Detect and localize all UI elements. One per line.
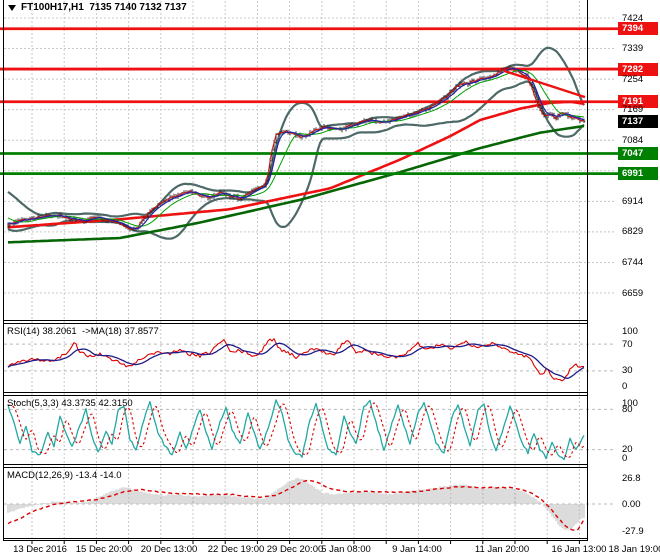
time-axis-label: 13 Dec 2016 bbox=[13, 544, 67, 555]
rsi-axis-label-100: 100 bbox=[622, 326, 638, 337]
time-axis-label: 9 Jan 14:00 bbox=[392, 544, 442, 555]
price-axis-label-6829: 6829 bbox=[622, 226, 644, 238]
price-axis-label-6659: 6659 bbox=[622, 287, 644, 299]
rsi-indicator-label: RSI(14) 38.2061 ->MA(18) 37.8577 bbox=[7, 326, 159, 337]
stoch-indicator-label: Stoch(5,3,3) 43.3735 42.3150 bbox=[7, 398, 133, 409]
stoch-axis-label-20: 20 bbox=[622, 444, 633, 456]
price-axis-marker-7282: 7282 bbox=[618, 62, 658, 76]
price-axis-marker-7394: 7394 bbox=[618, 22, 658, 36]
price-axis-marker-6991: 6991 bbox=[618, 167, 658, 181]
stoch-axis-label-0: 0 bbox=[622, 453, 628, 464]
price-axis-label-6744: 6744 bbox=[622, 256, 644, 268]
symbol-dropdown-icon[interactable] bbox=[8, 4, 16, 11]
price-axis-marker-7047: 7047 bbox=[618, 147, 658, 161]
price-axis-marker-7191: 7191 bbox=[618, 95, 658, 109]
stoch-axis-label-100: 100 bbox=[622, 398, 638, 409]
time-axis-label: 22 Dec 19:00 bbox=[207, 544, 265, 555]
time-axis-label: 16 Jan 13:00 bbox=[551, 544, 607, 555]
price-axis-label-7254: 7254 bbox=[622, 73, 644, 85]
price-axis-label-7424: 7424 bbox=[622, 12, 644, 24]
price-axis-label-7169: 7169 bbox=[622, 104, 644, 116]
time-axis-label: 29 Dec 20:00 bbox=[266, 544, 324, 555]
chart-title: FT100H17,H1 7135 7140 7132 7137 bbox=[8, 2, 187, 13]
time-axis-label: 18 Jan 19:00 bbox=[608, 544, 660, 555]
price-axis-label-7084: 7084 bbox=[622, 134, 644, 146]
symbol-ohlc-text: FT100H17,H1 7135 7140 7132 7137 bbox=[21, 2, 187, 13]
price-axis-label-7339: 7339 bbox=[622, 43, 644, 55]
price-axis-marker-7137: 7137 bbox=[618, 114, 658, 128]
time-axis-label: 5 Jan 08:00 bbox=[321, 544, 371, 555]
stoch-axis-label-80: 80 bbox=[622, 403, 633, 415]
rsi-axis-label-0: 0 bbox=[622, 381, 628, 392]
price-axis-label-6914: 6914 bbox=[622, 195, 644, 207]
macd-axis-label-0.00: 0.00 bbox=[622, 498, 641, 510]
time-axis-label: 11 Jan 20:00 bbox=[474, 544, 530, 555]
rsi-axis-label-70: 70 bbox=[622, 338, 633, 350]
macd-indicator-label: MACD(12,26,9) -13.4 -14.0 bbox=[7, 470, 122, 481]
macd-axis-label-26.8: 26.8 bbox=[622, 472, 641, 484]
macd-axis-label--27.9: -27.9 bbox=[622, 525, 644, 537]
rsi-axis-label-30: 30 bbox=[622, 365, 633, 377]
time-axis-label: 15 Dec 20:00 bbox=[75, 544, 133, 555]
time-axis-label: 20 Dec 13:00 bbox=[140, 544, 198, 555]
